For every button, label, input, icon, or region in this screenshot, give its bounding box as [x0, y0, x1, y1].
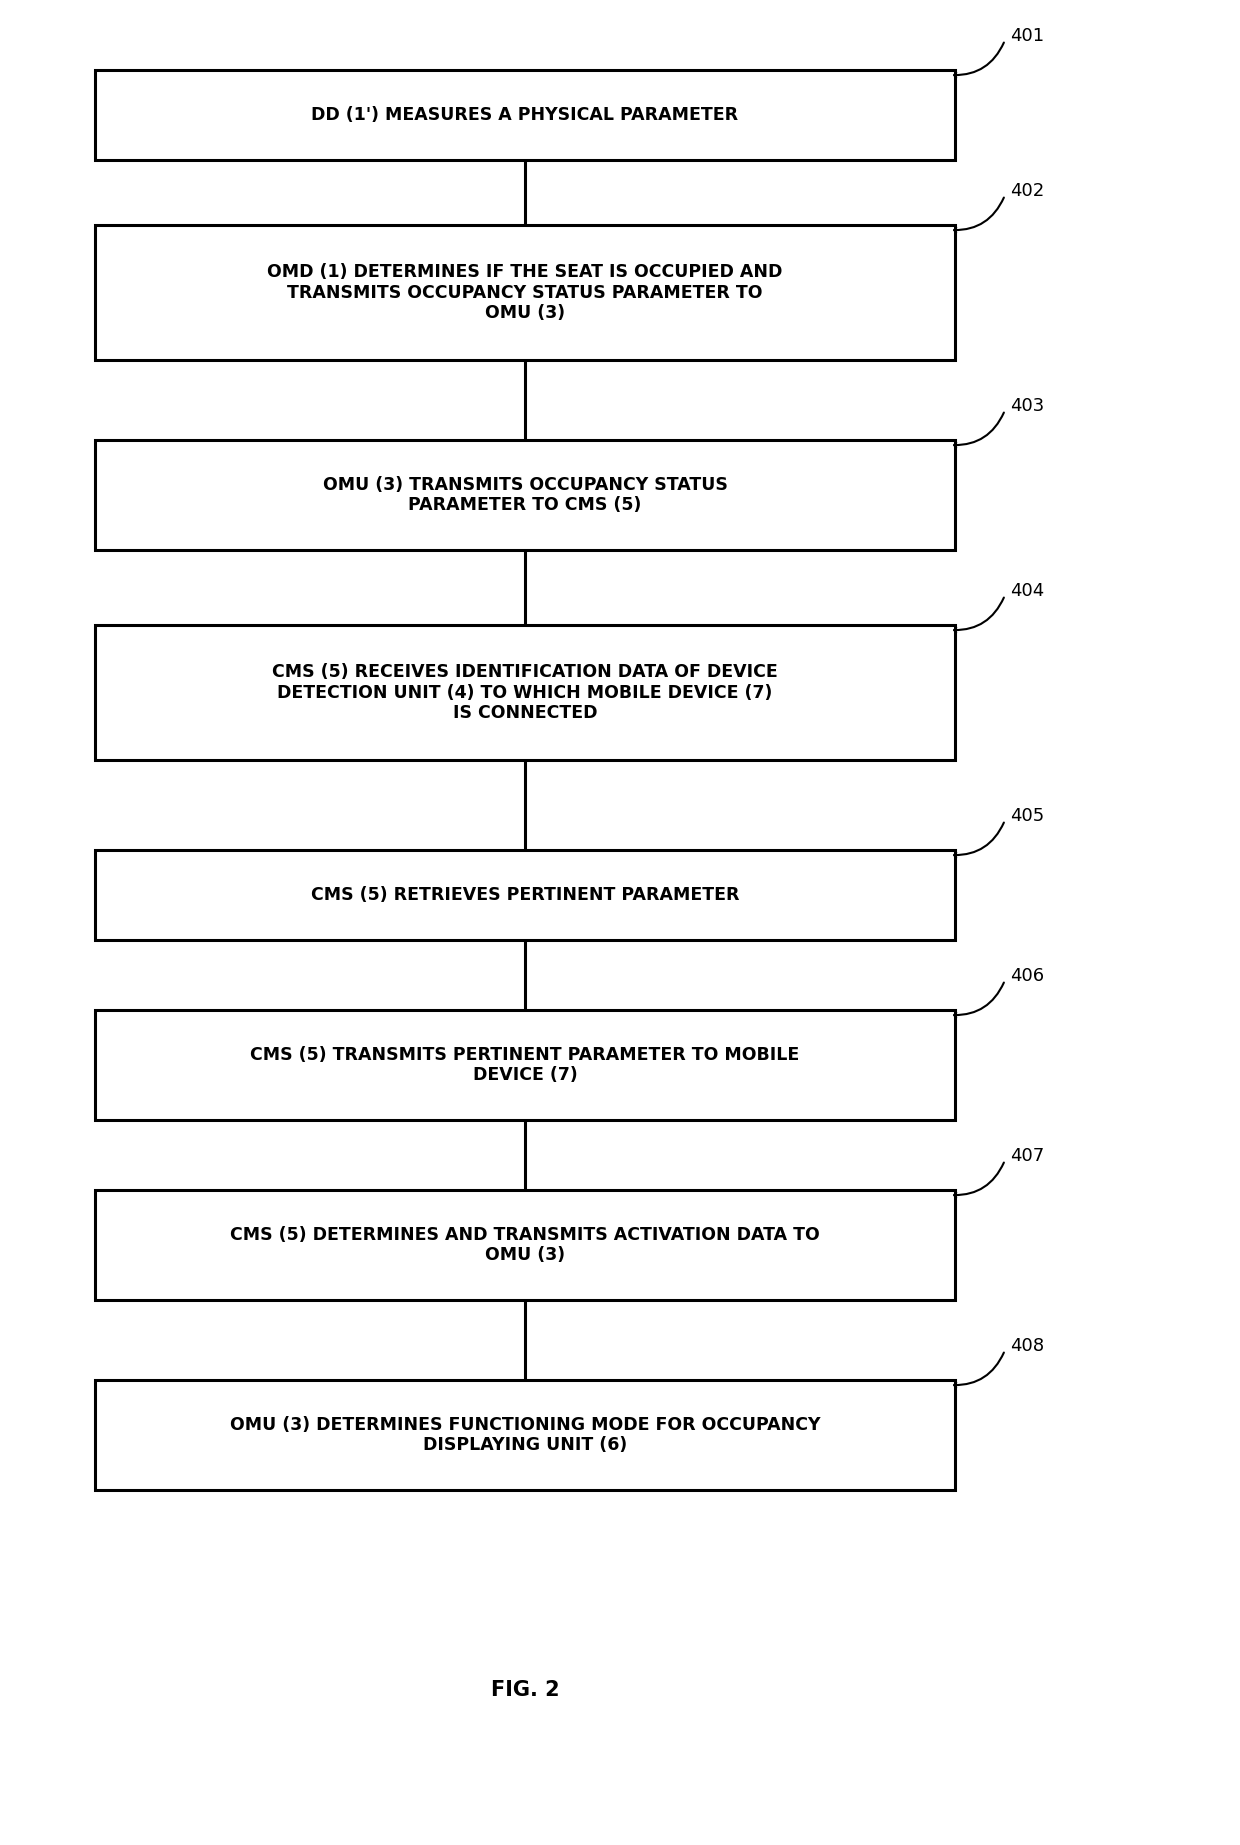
Text: 404: 404 — [1011, 581, 1044, 600]
Text: 403: 403 — [1011, 397, 1044, 415]
Text: 407: 407 — [1011, 1148, 1044, 1164]
Bar — [95, 1190, 955, 1301]
Text: 408: 408 — [1011, 1338, 1044, 1354]
Text: 406: 406 — [1011, 967, 1044, 985]
Text: CMS (5) RECEIVES IDENTIFICATION DATA OF DEVICE
DETECTION UNIT (4) TO WHICH MOBIL: CMS (5) RECEIVES IDENTIFICATION DATA OF … — [272, 662, 777, 721]
Bar — [95, 625, 955, 760]
Text: 401: 401 — [1011, 28, 1044, 44]
Text: CMS (5) RETRIEVES PERTINENT PARAMETER: CMS (5) RETRIEVES PERTINENT PARAMETER — [311, 886, 739, 904]
Bar — [95, 70, 955, 161]
Text: 402: 402 — [1011, 183, 1044, 199]
Bar — [95, 851, 955, 939]
Text: OMU (3) DETERMINES FUNCTIONING MODE FOR OCCUPANCY
DISPLAYING UNIT (6): OMU (3) DETERMINES FUNCTIONING MODE FOR … — [229, 1415, 820, 1454]
Text: CMS (5) TRANSMITS PERTINENT PARAMETER TO MOBILE
DEVICE (7): CMS (5) TRANSMITS PERTINENT PARAMETER TO… — [250, 1046, 800, 1085]
Bar — [95, 1009, 955, 1120]
Text: 405: 405 — [1011, 806, 1044, 825]
Text: OMU (3) TRANSMITS OCCUPANCY STATUS
PARAMETER TO CMS (5): OMU (3) TRANSMITS OCCUPANCY STATUS PARAM… — [322, 476, 728, 515]
Bar — [95, 225, 955, 360]
Bar — [95, 439, 955, 550]
Text: FIG. 2: FIG. 2 — [491, 1681, 559, 1699]
Bar — [95, 1380, 955, 1491]
Text: CMS (5) DETERMINES AND TRANSMITS ACTIVATION DATA TO
OMU (3): CMS (5) DETERMINES AND TRANSMITS ACTIVAT… — [231, 1225, 820, 1264]
Text: DD (1') MEASURES A PHYSICAL PARAMETER: DD (1') MEASURES A PHYSICAL PARAMETER — [311, 105, 739, 124]
Text: OMD (1) DETERMINES IF THE SEAT IS OCCUPIED AND
TRANSMITS OCCUPANCY STATUS PARAME: OMD (1) DETERMINES IF THE SEAT IS OCCUPI… — [268, 262, 782, 323]
